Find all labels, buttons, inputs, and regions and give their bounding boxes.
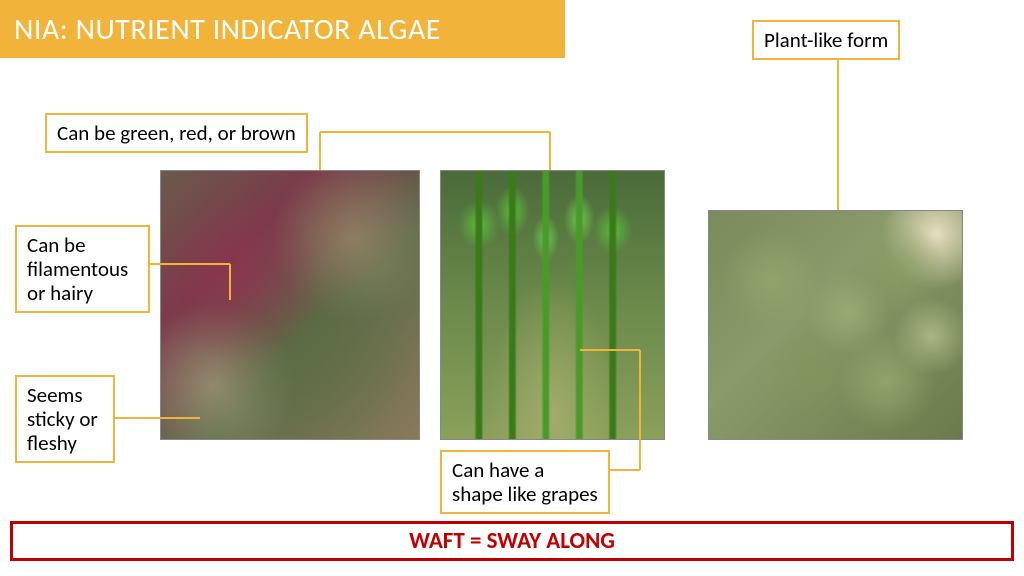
label-filamentous: Can befilamentousor hairy — [15, 225, 150, 313]
algae-image-plant-form — [708, 210, 963, 440]
label-grapes: Can have ashape like grapes — [440, 450, 610, 514]
algae-image-grape-green — [440, 170, 665, 440]
footer-definition: WAFT = SWAY ALONG — [10, 521, 1014, 561]
label-sticky: Seemssticky orfleshy — [15, 375, 115, 463]
algae-image-red-brown — [160, 170, 420, 440]
slide-title: NIA: NUTRIENT INDICATOR ALGAE — [0, 0, 565, 58]
label-plant-like: Plant-like form — [752, 20, 900, 60]
label-colors: Can be green, red, or brown — [45, 113, 308, 153]
